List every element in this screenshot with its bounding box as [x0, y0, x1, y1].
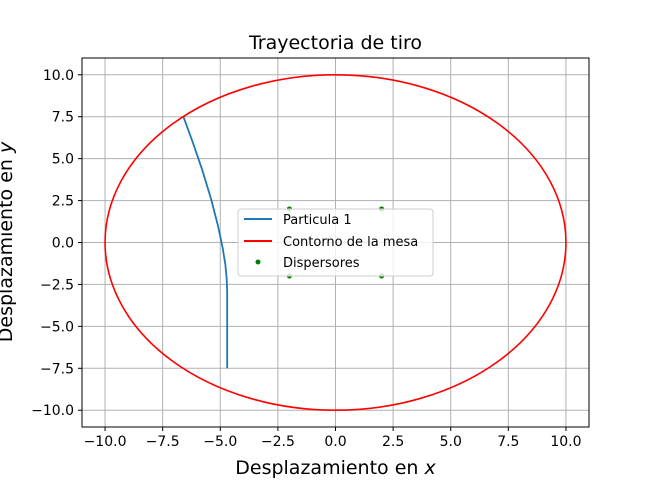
x-tick-label: −10.0 — [84, 434, 127, 450]
x-tick-label: 0.0 — [324, 434, 346, 450]
chart-title: Trayectoria de tiro — [248, 32, 422, 54]
y-axis-label: Desplazamiento en y — [0, 141, 17, 342]
legend-label-particula: Particula 1 — [283, 213, 352, 228]
y-tick-label: 10.0 — [43, 68, 74, 84]
y-tick-label: −7.5 — [40, 361, 74, 377]
x-tick-label: −7.5 — [146, 434, 180, 450]
x-tick-label: 7.5 — [497, 434, 519, 450]
y-tick-label: −10.0 — [31, 403, 74, 419]
series-particula-1 — [182, 116, 229, 369]
y-tick-label: −5.0 — [40, 319, 74, 335]
legend-label-contorno: Contorno de la mesa — [283, 235, 418, 250]
y-tick-label: 2.5 — [52, 194, 74, 210]
y-tick-label: 5.0 — [52, 152, 74, 168]
legend: Particula 1 Contorno de la mesa Disperso… — [237, 208, 434, 277]
x-tick-label: 5.0 — [440, 434, 462, 450]
legend-label-dispersores: Dispersores — [283, 256, 360, 271]
x-tick-label: 2.5 — [382, 434, 404, 450]
x-axis-label: Desplazamiento en x — [235, 457, 436, 479]
x-tick-label: 10.0 — [550, 434, 581, 450]
legend-swatch-dispersores — [255, 259, 261, 265]
series-contorno-de-la-mesa — [104, 73, 567, 412]
y-tick-label: 7.5 — [52, 110, 74, 126]
legend-box — [237, 208, 434, 277]
x-tick-label: −5.0 — [203, 434, 237, 450]
y-tick-label: −2.5 — [40, 277, 74, 293]
x-tick-label: −2.5 — [261, 434, 295, 450]
ticks: −10.0 −7.5 −5.0 −2.5 0.0 2.5 5.0 7.5 10.0 10.0 7.5… — [31, 68, 581, 450]
y-tick-label: 0.0 — [52, 236, 74, 252]
